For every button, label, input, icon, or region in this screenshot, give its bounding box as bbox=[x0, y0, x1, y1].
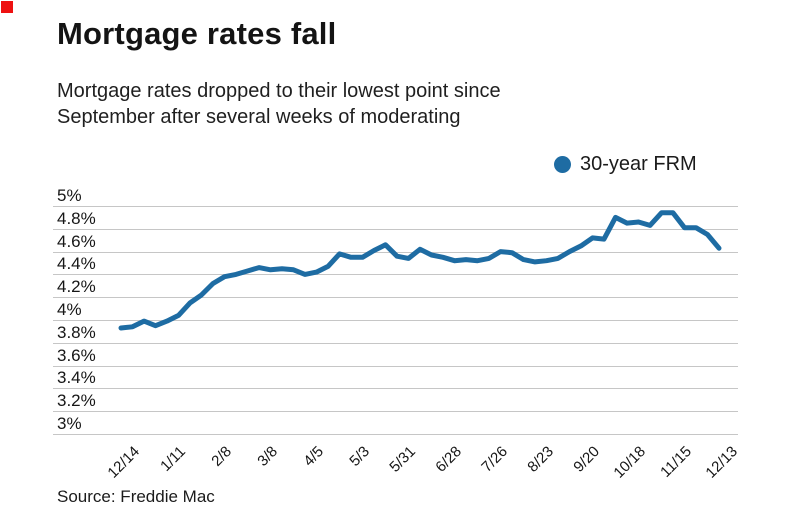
legend: 30-year FRM bbox=[554, 153, 697, 176]
y-axis-label: 3.4% bbox=[57, 368, 96, 388]
rate-line bbox=[118, 210, 722, 331]
y-axis-label: 4.2% bbox=[57, 277, 96, 297]
red-corner-marker bbox=[1, 1, 13, 13]
legend-label: 30-year FRM bbox=[580, 153, 697, 175]
y-axis-label: 4.4% bbox=[57, 254, 96, 274]
chart-subtitle-line2: September after several weeks of moderat… bbox=[57, 106, 461, 128]
y-axis-label: 3.8% bbox=[57, 322, 96, 342]
y-axis-label: 3% bbox=[57, 414, 82, 433]
chart-subtitle-line1: Mortgage rates dropped to their lowest p… bbox=[57, 80, 501, 102]
y-axis-label: 4% bbox=[57, 300, 82, 319]
chart-subtitle: Mortgage rates dropped to their lowest p… bbox=[57, 78, 501, 130]
y-axis-label: 4.8% bbox=[57, 208, 96, 228]
legend-dot-icon bbox=[554, 156, 571, 173]
y-axis-label: 4.6% bbox=[57, 231, 96, 251]
y-axis-label: 3.6% bbox=[57, 345, 96, 365]
y-axis-label: 5% bbox=[57, 186, 82, 205]
chart-title: Mortgage rates fall bbox=[57, 16, 337, 51]
source-note: Source: Freddie Mac bbox=[57, 487, 215, 506]
y-axis-label: 3.2% bbox=[57, 391, 96, 411]
